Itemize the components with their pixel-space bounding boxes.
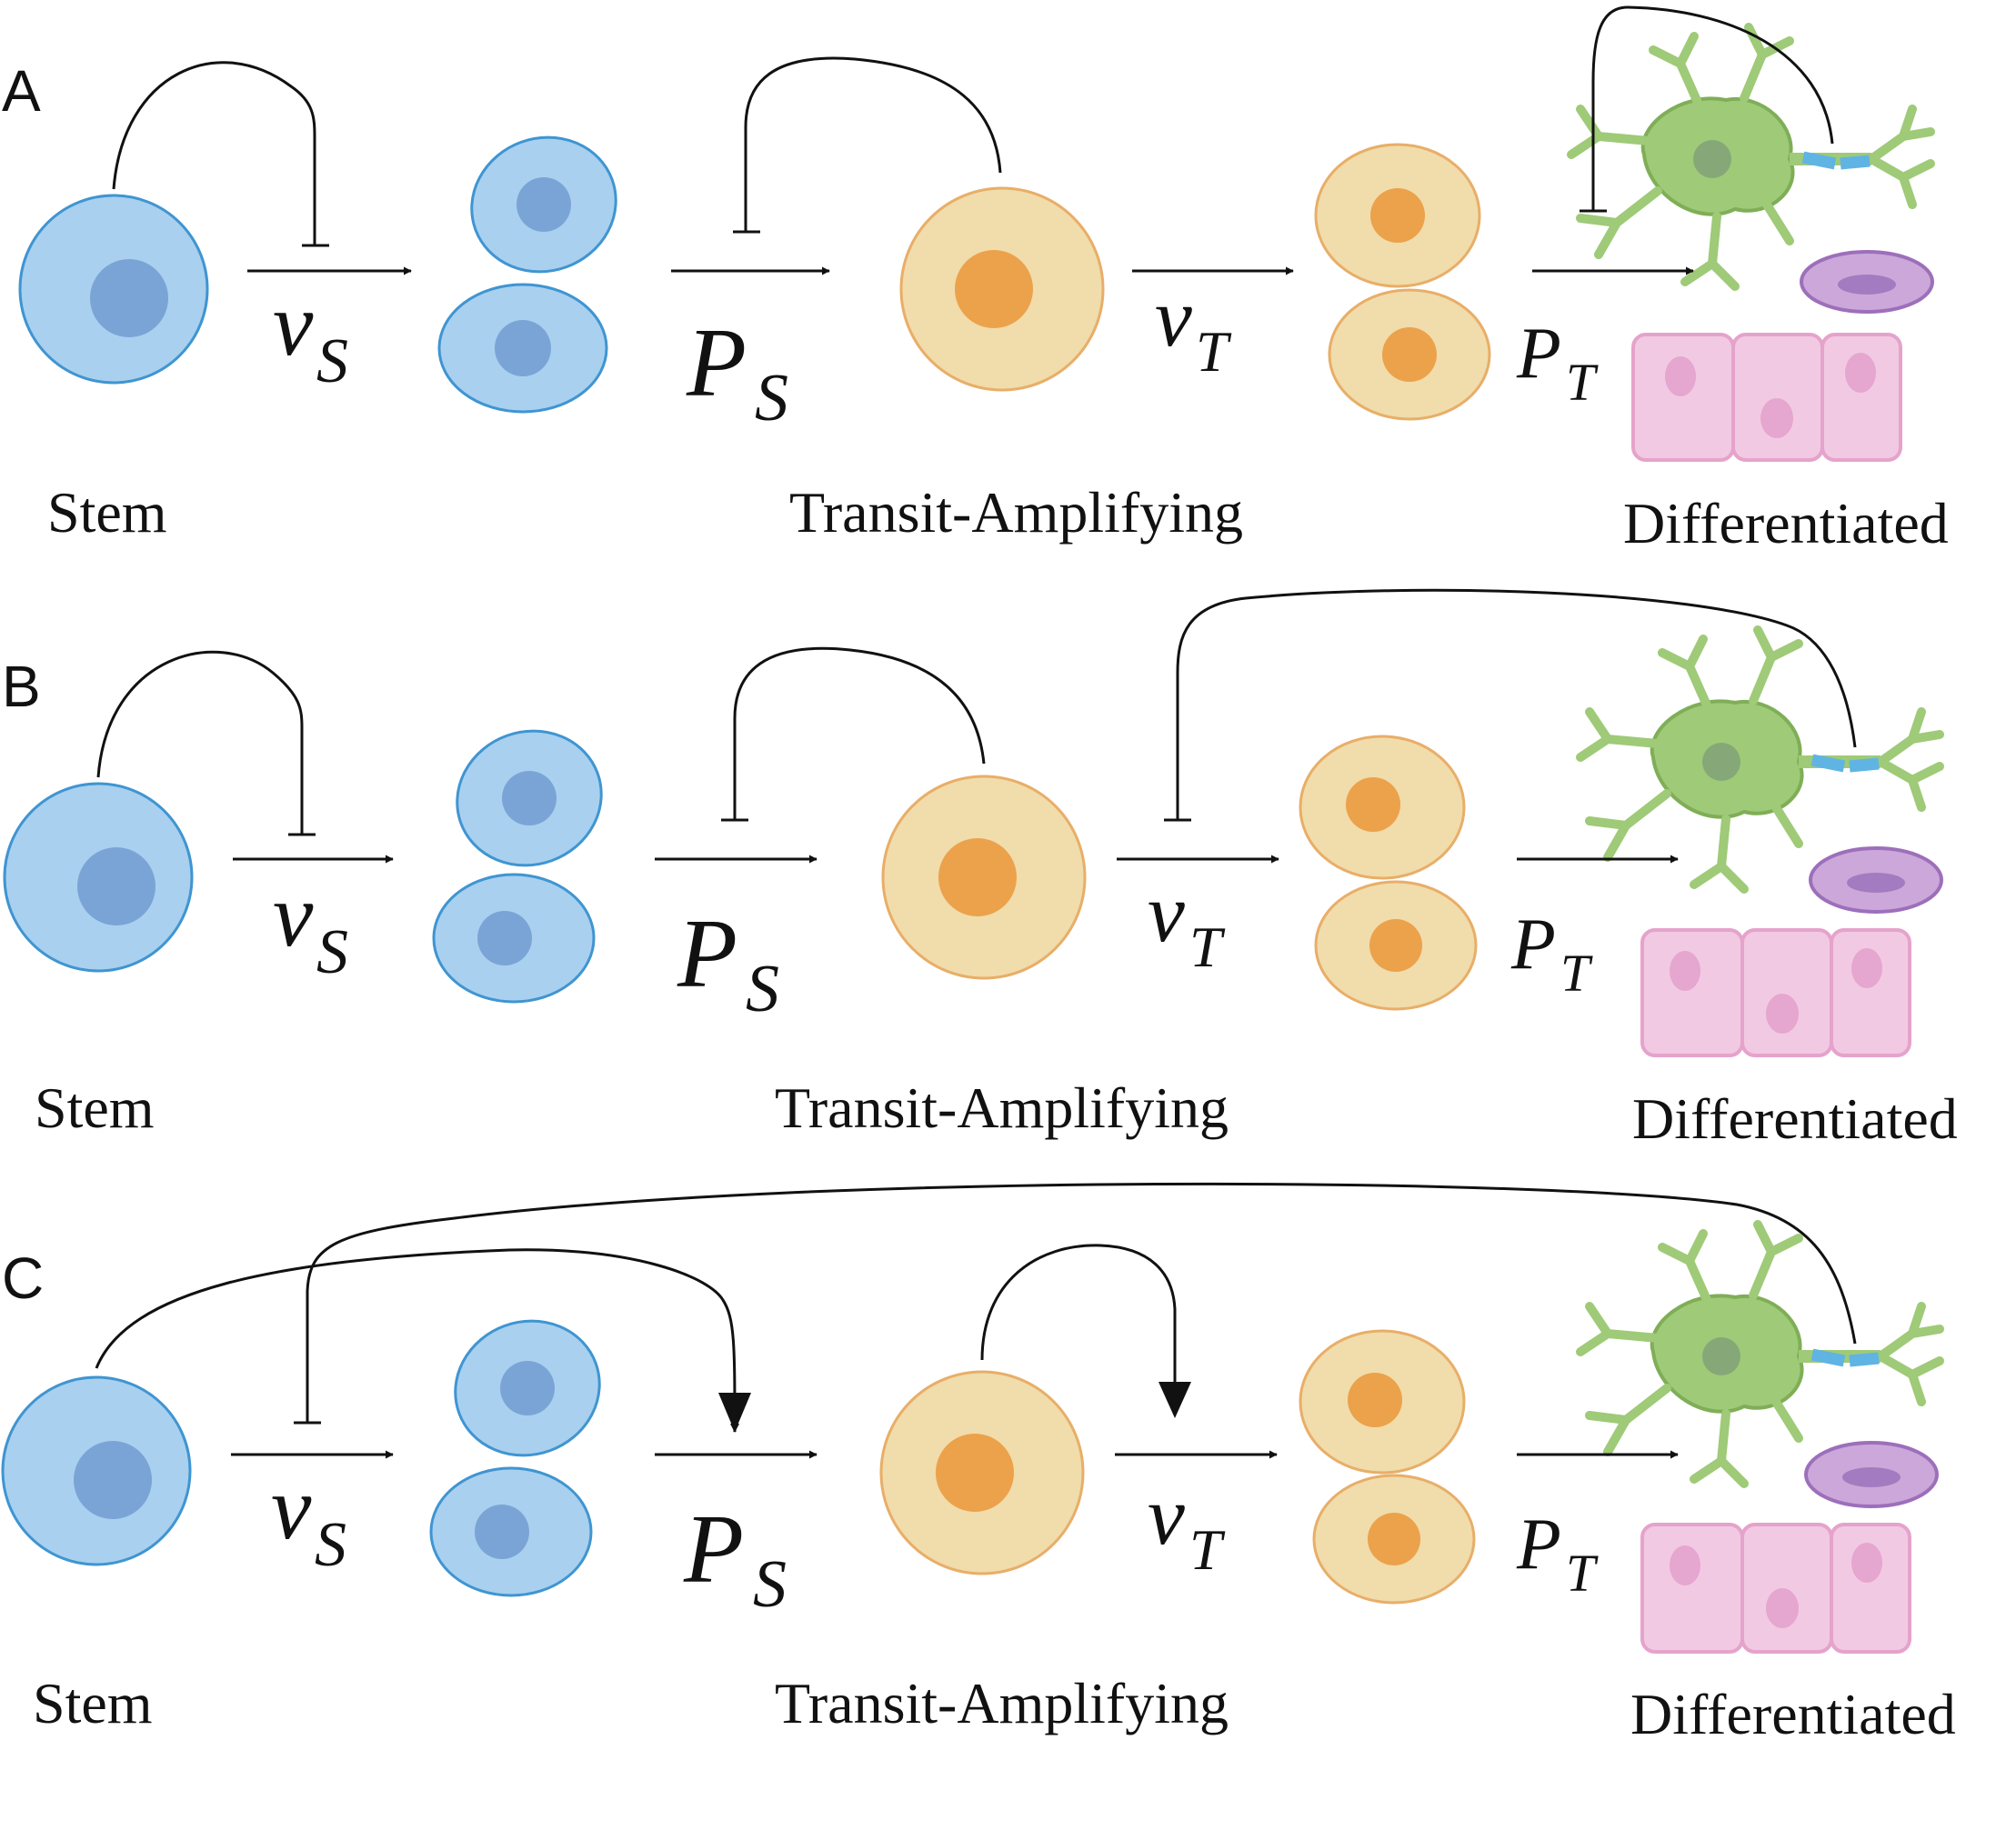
panel-b: B <box>2 588 1958 1151</box>
rate-label-vt: v T <box>1148 866 1226 979</box>
rate-label-pt: P T <box>1516 314 1599 412</box>
rate-label-vs: v S <box>273 865 348 987</box>
ta-daughter-cells <box>1299 735 1478 1011</box>
svg-text:P: P <box>1516 1505 1561 1585</box>
svg-text:T: T <box>1189 1517 1226 1582</box>
differentiated-label: Differentiated <box>1623 491 1949 555</box>
feedback-diff-on-vt <box>1176 588 1857 820</box>
activation-arrowhead <box>1158 1382 1191 1418</box>
rate-label-ps: P S <box>686 309 788 435</box>
svg-text:S: S <box>753 1547 787 1622</box>
differentiated-label: Differentiated <box>1632 1086 1958 1151</box>
svg-text:v: v <box>1155 271 1192 364</box>
activation-arrowhead <box>718 1393 751 1432</box>
ta-daughter-cells <box>1314 143 1491 421</box>
differentiated-cells <box>1567 23 1935 462</box>
red-blood-cell-icon <box>1809 846 1943 914</box>
feedback-stem-on-vs <box>112 61 316 245</box>
svg-text:v: v <box>273 274 314 375</box>
differentiated-label: Differentiated <box>1630 1682 1956 1746</box>
stem-label: Stem <box>33 1671 153 1735</box>
feedback-stem-on-vs <box>96 650 304 835</box>
svg-text:T: T <box>1566 1544 1599 1603</box>
svg-text:S: S <box>316 326 348 396</box>
feedback-ta-on-ps <box>744 56 1002 232</box>
ta-daughter-cells <box>1299 1329 1476 1605</box>
stem-daughter-cells <box>432 729 603 1004</box>
epithelial-cells-icon <box>1640 1523 1911 1654</box>
rate-label-vs: v S <box>273 274 348 396</box>
svg-text:T: T <box>1566 353 1599 412</box>
ta-cell <box>899 186 1105 392</box>
feedback-ta-on-ps <box>733 646 986 820</box>
svg-text:P: P <box>1516 314 1561 394</box>
panel-letter: B <box>2 654 41 719</box>
ta-cell <box>879 1370 1085 1575</box>
epithelial-cells-icon <box>1631 333 1902 462</box>
transit-amplifying-label: Transit-Amplifying <box>775 1075 1229 1140</box>
neuron-icon <box>1567 23 1935 291</box>
neuron-icon <box>1576 1220 1944 1488</box>
feedback-stem-on-ps <box>95 1248 739 1433</box>
red-blood-cell-icon <box>1800 250 1934 314</box>
rate-label-vt: v T <box>1155 271 1232 384</box>
svg-text:S: S <box>315 1510 346 1580</box>
svg-text:P: P <box>677 900 737 1008</box>
svg-text:S: S <box>755 361 788 435</box>
stem-label: Stem <box>47 480 167 545</box>
panel-c: C <box>1 1182 1956 1746</box>
stem-daughter-cells <box>437 135 617 414</box>
rate-label-vs: v S <box>271 1457 346 1580</box>
feedback-ta-on-vt <box>980 1244 1177 1414</box>
red-blood-cell-icon <box>1804 1441 1939 1508</box>
svg-text:P: P <box>1510 905 1556 985</box>
svg-text:v: v <box>1148 866 1185 959</box>
svg-text:v: v <box>1148 1469 1185 1562</box>
transit-amplifying-label: Transit-Amplifying <box>775 1671 1229 1735</box>
svg-text:T: T <box>1196 319 1232 384</box>
differentiated-cells <box>1576 625 1944 1057</box>
rate-label-vt: v T <box>1148 1469 1226 1582</box>
feedback-diff-on-pt <box>1591 5 1834 211</box>
transit-amplifying-label: Transit-Amplifying <box>789 480 1243 545</box>
svg-text:v: v <box>273 865 314 965</box>
svg-text:S: S <box>316 917 348 987</box>
rate-label-pt: P T <box>1510 905 1593 1003</box>
panel-letter: C <box>2 1245 44 1311</box>
rate-label-ps: P S <box>683 1495 787 1622</box>
rate-label-ps: P S <box>677 900 779 1026</box>
panel-letter: A <box>2 58 41 124</box>
stem-cell <box>18 194 209 385</box>
stem-daughter-cells <box>429 1319 601 1597</box>
ta-cell <box>881 775 1087 980</box>
svg-text:S: S <box>746 952 779 1026</box>
stem-cell <box>3 782 194 973</box>
svg-text:v: v <box>271 1457 312 1558</box>
feedback-diff-on-vs <box>306 1182 1857 1423</box>
stem-cell <box>1 1375 192 1566</box>
differentiated-cells <box>1576 1220 1944 1654</box>
svg-text:P: P <box>683 1495 744 1604</box>
stem-label: Stem <box>35 1075 155 1140</box>
panel-a: A <box>2 5 1949 555</box>
epithelial-cells-icon <box>1640 928 1911 1057</box>
neuron-icon <box>1576 625 1944 894</box>
svg-text:T: T <box>1189 915 1226 979</box>
svg-text:T: T <box>1560 944 1593 1003</box>
svg-text:P: P <box>686 309 747 417</box>
rate-label-pt: P T <box>1516 1505 1599 1603</box>
